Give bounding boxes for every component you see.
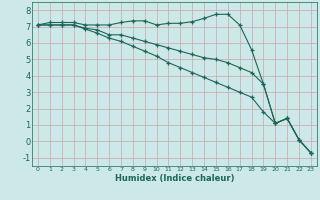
X-axis label: Humidex (Indice chaleur): Humidex (Indice chaleur) xyxy=(115,174,234,183)
